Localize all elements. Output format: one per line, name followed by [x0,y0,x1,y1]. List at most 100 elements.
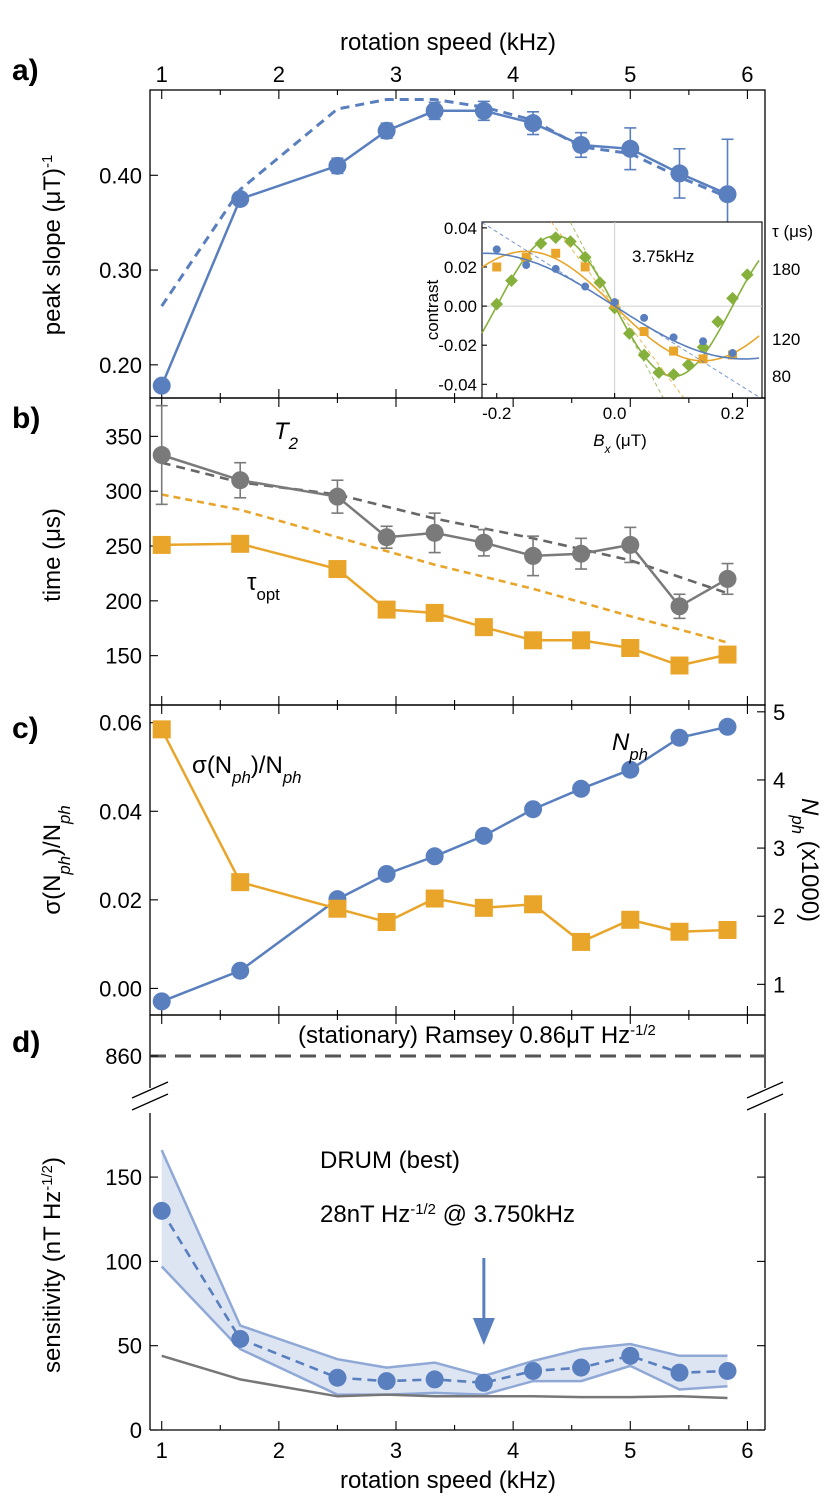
bottom-axis-label: rotation speed (kHz) [340,1467,556,1494]
data-point [425,603,444,622]
inset-y-tick-label: 0.04 [444,219,477,238]
data-point [474,533,493,552]
axis-break-mark [131,1093,169,1111]
data-point [621,1346,640,1365]
data-point [377,600,396,619]
data-point [377,864,396,883]
inset-y-tick-label: 0.00 [444,297,477,316]
y-axis-label: sensitivity (nT Hz-1/2) [39,1157,66,1373]
data-point [718,920,737,939]
data-point [328,487,347,506]
inset-series-label: 120 [772,330,800,349]
y2-tick-label: 4 [773,768,785,793]
y-tick-label: 860 [105,1044,142,1069]
inset-title: 3.75kHz [632,247,694,266]
data-point [425,847,444,866]
data-point [152,446,171,465]
annotation-line2: 28nT Hz-1/2 @ 3.750kHz [320,1201,575,1228]
data-point [425,523,444,542]
bottom-x-tick-label: 4 [507,1438,519,1463]
data-point [474,618,493,637]
data-point [572,135,591,154]
inset-data-point [490,297,504,311]
y-tick-label: 0.20 [99,353,142,378]
inset-tangent-line [550,221,685,399]
inset-data-point [551,248,561,258]
data-point [328,560,347,579]
inset-data-point [698,354,708,364]
uncertainty-band [161,1150,728,1395]
series-label-tau-opt: τopt [247,569,280,604]
data-point [152,535,171,554]
y-tick-label: 150 [105,644,142,669]
inset-data-point [492,245,501,254]
data-point [474,898,493,917]
bottom-x-tick-label: 6 [741,1438,753,1463]
y2-tick-label: 1 [773,972,785,997]
y-tick-label: 200 [105,589,142,614]
y-tick-label: 0.00 [99,976,142,1001]
top-x-tick-label: 2 [273,62,285,87]
inset-data-point [521,252,531,262]
inset-y-axis-label: contrast [423,279,442,340]
inset-data-point [639,327,649,337]
y2-tick-label: 3 [773,836,785,861]
y2-tick-label: 5 [773,700,785,725]
axis-break-mark [131,1081,169,1099]
data-point [328,156,347,175]
data-point [377,1372,396,1391]
arrow-head [472,1318,495,1345]
data-point [425,889,444,908]
y-tick-label: 0.04 [99,799,142,824]
top-x-tick-label: 5 [624,62,636,87]
data-point [718,1361,737,1380]
series-label-t2: T2 [274,418,299,453]
inset-data-point [551,264,560,273]
y-axis-label: time (μs) [39,508,66,602]
data-point [524,546,543,565]
series-label-sigma: σ(Nph)/Nph [192,752,301,787]
y-tick-label: 0.02 [99,888,142,913]
inset-fit-curve [481,250,760,362]
data-point [621,139,640,158]
y-tick-label: 0.06 [99,711,142,736]
data-point [572,544,591,563]
data-point [670,728,689,747]
data-point [231,873,250,892]
panel-b-label: b) [12,402,40,435]
y-axis-label-left: σ(Nph)/Nph [39,805,74,914]
data-point [474,826,493,845]
top-x-tick-label: 4 [507,62,519,87]
data-point [474,1373,493,1392]
data-point [621,638,640,657]
panel-d-label: d) [12,1026,40,1059]
inset-y-tick-label: -0.04 [438,375,477,394]
y-tick-label: 150 [105,1165,142,1190]
inset-tau-header: τ (μs) [772,222,813,241]
y-tick-label: 50 [118,1334,142,1359]
axis-break-mark [746,1093,784,1111]
inset-data-point [581,282,590,291]
limit-line [161,1354,728,1400]
data-point [377,913,396,931]
y-tick-label: 250 [105,534,142,559]
data-point [425,101,444,120]
y-tick-label: 0.40 [99,163,142,188]
data-point [152,376,171,395]
top-x-tick-label: 1 [156,62,168,87]
y-tick-label: 100 [105,1249,142,1274]
inset-x-tick-label: 0.2 [721,404,745,423]
data-point [377,121,396,140]
inset-series-label: 80 [772,367,791,386]
y-axis-label-right: Nph (x1000) [789,798,824,922]
inset-data-point [610,298,619,307]
inset-data-point [580,262,590,272]
axis-break-mark [746,1081,784,1099]
data-point [670,1363,689,1382]
data-point [670,922,689,941]
data-point [474,101,493,120]
inset-y-tick-label: -0.02 [438,336,477,355]
data-point [524,800,543,819]
data-point [524,895,543,914]
data-point [572,932,591,951]
